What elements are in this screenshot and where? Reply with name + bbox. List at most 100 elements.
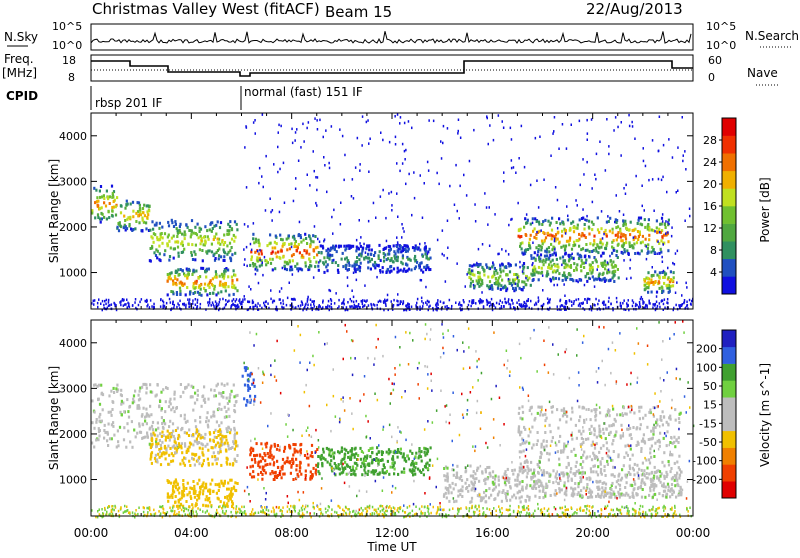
data-cell bbox=[566, 466, 568, 469]
data-cell bbox=[426, 448, 428, 451]
data-cell bbox=[562, 279, 564, 282]
data-cell bbox=[234, 410, 236, 413]
data-cell bbox=[523, 450, 525, 453]
data-cell bbox=[215, 270, 217, 273]
data-cell bbox=[226, 463, 228, 466]
data-cell bbox=[212, 490, 214, 493]
data-cell bbox=[151, 220, 153, 223]
data-cell bbox=[504, 473, 506, 476]
data-cell bbox=[183, 248, 185, 251]
data-cell bbox=[227, 275, 229, 278]
ground-cell bbox=[437, 303, 439, 306]
noise-cell bbox=[353, 197, 355, 200]
data-cell bbox=[649, 462, 651, 465]
data-cell bbox=[410, 268, 412, 271]
data-cell bbox=[226, 383, 228, 386]
data-cell bbox=[540, 272, 542, 275]
data-cell bbox=[184, 414, 186, 417]
data-cell bbox=[345, 267, 347, 270]
data-cell bbox=[615, 430, 617, 433]
noise-cell bbox=[661, 179, 663, 182]
power-data-cells bbox=[91, 113, 693, 311]
data-cell bbox=[486, 466, 488, 469]
data-cell bbox=[147, 414, 149, 417]
data-cell bbox=[188, 243, 190, 246]
data-cell bbox=[478, 264, 480, 267]
data-cell bbox=[556, 477, 558, 480]
ground-cell bbox=[510, 306, 512, 309]
data-cell bbox=[217, 220, 219, 223]
data-cell bbox=[597, 265, 599, 268]
data-cell bbox=[527, 467, 529, 470]
data-cell bbox=[539, 496, 541, 499]
data-cell bbox=[624, 486, 626, 489]
data-cell bbox=[349, 458, 351, 461]
data-cell bbox=[249, 473, 251, 476]
ground-cell bbox=[172, 301, 174, 304]
data-cell bbox=[378, 254, 380, 257]
data-cell bbox=[307, 464, 309, 467]
data-cell bbox=[299, 251, 301, 254]
data-cell bbox=[272, 258, 274, 261]
data-cell bbox=[330, 247, 332, 250]
data-cell bbox=[194, 392, 196, 395]
data-cell bbox=[304, 454, 306, 457]
data-cell bbox=[112, 192, 114, 195]
data-cell bbox=[203, 236, 205, 239]
data-cell bbox=[159, 222, 161, 225]
data-cell bbox=[99, 196, 101, 199]
data-cell bbox=[422, 255, 424, 258]
data-cell bbox=[169, 420, 171, 423]
data-cell bbox=[191, 457, 193, 460]
noise-cell bbox=[408, 120, 410, 123]
ground-cell bbox=[370, 303, 372, 306]
data-cell bbox=[569, 278, 571, 281]
ground-cell bbox=[493, 304, 495, 307]
data-cell bbox=[292, 478, 294, 481]
data-cell bbox=[113, 391, 115, 394]
data-cell bbox=[234, 252, 236, 255]
noise-cell bbox=[424, 242, 426, 245]
data-cell bbox=[638, 235, 640, 238]
ground-cell bbox=[263, 302, 265, 305]
power-ylabel: Slant Range [km] bbox=[47, 159, 61, 263]
data-cell bbox=[342, 468, 344, 471]
data-cell bbox=[521, 417, 523, 420]
data-cell bbox=[206, 293, 208, 296]
noise-cell bbox=[378, 264, 380, 267]
noise-cell bbox=[269, 198, 271, 201]
noise-cell bbox=[399, 170, 401, 173]
data-cell bbox=[529, 245, 531, 248]
data-cell bbox=[455, 500, 457, 503]
ground-cell bbox=[380, 300, 382, 303]
data-cell bbox=[197, 389, 199, 392]
noise-cell bbox=[396, 162, 398, 165]
data-cell bbox=[94, 201, 96, 204]
data-cell bbox=[604, 280, 606, 283]
ground-cell bbox=[398, 304, 400, 307]
ground-cell bbox=[429, 305, 431, 308]
data-cell bbox=[134, 390, 136, 393]
data-cell bbox=[475, 477, 477, 480]
data-cell bbox=[430, 446, 432, 449]
data-cell bbox=[565, 252, 567, 255]
data-cell bbox=[190, 251, 192, 254]
data-cell bbox=[192, 409, 194, 412]
data-cell bbox=[639, 417, 641, 420]
data-cell bbox=[275, 252, 277, 255]
ground-cell bbox=[449, 299, 451, 302]
noise-cell bbox=[521, 125, 523, 128]
data-cell bbox=[254, 454, 256, 457]
ground-cell bbox=[197, 299, 199, 302]
data-cell bbox=[370, 268, 372, 271]
ground-cell bbox=[189, 303, 191, 306]
data-cell bbox=[100, 185, 102, 188]
data-cell bbox=[583, 451, 585, 454]
noise-cell bbox=[361, 144, 363, 147]
noise-cell bbox=[503, 127, 505, 130]
data-cell bbox=[644, 280, 646, 283]
ground-cell bbox=[365, 300, 367, 303]
data-cell bbox=[385, 271, 387, 274]
data-cell bbox=[509, 282, 511, 285]
data-cell bbox=[585, 438, 587, 441]
